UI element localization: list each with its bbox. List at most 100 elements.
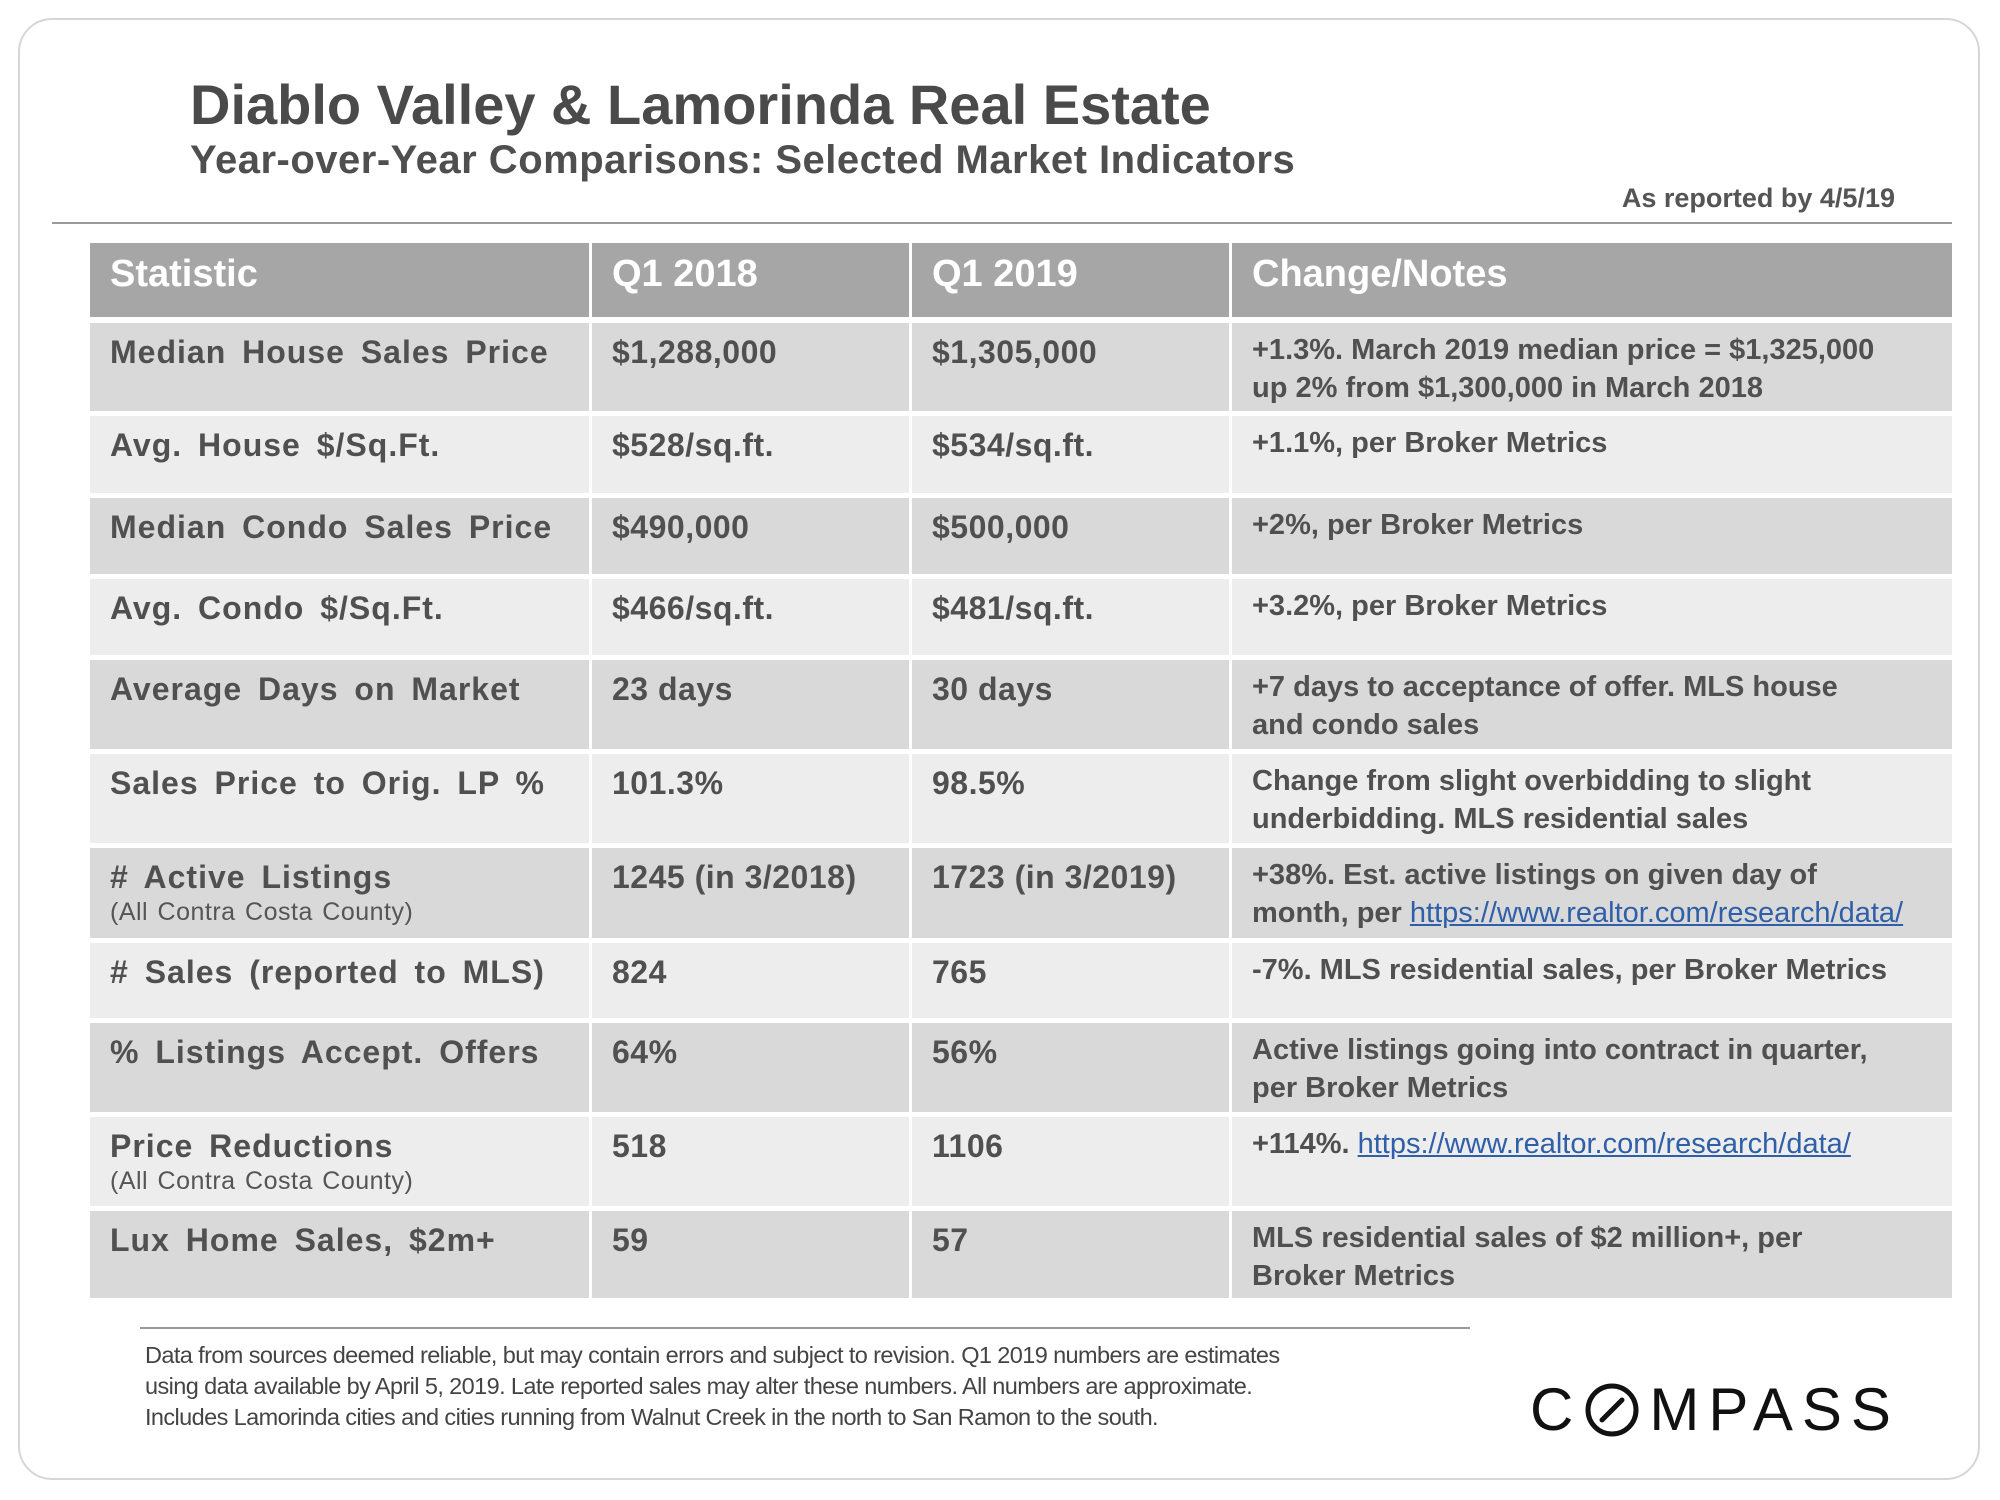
stat-label: Lux Home Sales, $2m+ bbox=[90, 1211, 592, 1303]
value-q1-2018: $1,288,000 bbox=[592, 323, 912, 416]
notes-line: +1.1%, per Broker Metrics bbox=[1252, 427, 1608, 459]
stat-label: # Active Listings (All Contra Costa Coun… bbox=[90, 848, 592, 943]
value-q1-2018: $528/sq.ft. bbox=[592, 416, 912, 498]
col-header-q1-2018: Q1 2018 bbox=[592, 243, 912, 323]
disclaimer-line: Includes Lamorinda cities and cities run… bbox=[145, 1404, 1159, 1430]
table-row: Median House Sales Price $1,288,000 $1,3… bbox=[90, 323, 1952, 416]
report-date: As reported by 4/5/19 bbox=[1621, 183, 1895, 213]
page-subtitle: Year-over-Year Comparisons: Selected Mar… bbox=[190, 138, 1296, 182]
disclaimer-line: using data available by April 5, 2019. L… bbox=[145, 1373, 1253, 1399]
notes-line: MLS residential sales of $2 million+, pe… bbox=[1252, 1222, 1803, 1254]
stat-label: Sales Price to Orig. LP % bbox=[90, 754, 592, 848]
table-row: Average Days on Market 23 days 30 days +… bbox=[90, 660, 1952, 754]
notes-line: +38%. Est. active listings on given day … bbox=[1252, 859, 1817, 891]
notes-cell: Change from slight overbidding to slight… bbox=[1232, 754, 1952, 848]
notes-line: up 2% from $1,300,000 in March 2018 bbox=[1252, 372, 1763, 404]
notes-line: underbidding. MLS residential sales bbox=[1252, 803, 1749, 835]
notes-cell: +114%. https://www.realtor.com/research/… bbox=[1232, 1117, 1952, 1211]
bottom-divider bbox=[140, 1327, 1470, 1329]
disclaimer-line: Data from sources deemed reliable, but m… bbox=[145, 1342, 1280, 1368]
notes-line: month, per https://www.realtor.com/resea… bbox=[1252, 894, 1932, 932]
notes-text: +114%. bbox=[1252, 1128, 1358, 1160]
stat-label: Avg. Condo $/Sq.Ft. bbox=[90, 579, 592, 660]
notes-line: +7 days to acceptance of offer. MLS hous… bbox=[1252, 671, 1838, 703]
table-row: # Sales (reported to MLS) 824 765 -7%. M… bbox=[90, 943, 1952, 1023]
value-q1-2019: 98.5% bbox=[912, 754, 1232, 848]
stat-label: Median Condo Sales Price bbox=[90, 498, 592, 579]
stat-label-main: # Active Listings bbox=[110, 859, 393, 895]
stat-label: Avg. House $/Sq.Ft. bbox=[90, 416, 592, 498]
value-q1-2018: 101.3% bbox=[592, 754, 912, 848]
col-header-q1-2019: Q1 2019 bbox=[912, 243, 1232, 323]
notes-line: Active listings going into contract in q… bbox=[1252, 1034, 1868, 1066]
value-q1-2018: 64% bbox=[592, 1023, 912, 1117]
stat-label: Median House Sales Price bbox=[90, 323, 592, 416]
table-row: # Active Listings (All Contra Costa Coun… bbox=[90, 848, 1952, 943]
value-q1-2019: 56% bbox=[912, 1023, 1232, 1117]
notes-line: Change from slight overbidding to slight bbox=[1252, 765, 1812, 797]
table-row: Avg. Condo $/Sq.Ft. $466/sq.ft. $481/sq.… bbox=[90, 579, 1952, 660]
top-divider bbox=[52, 222, 1952, 224]
logo-letters-mpass: MPASS bbox=[1649, 1376, 1900, 1443]
table-row: Sales Price to Orig. LP % 101.3% 98.5% C… bbox=[90, 754, 1952, 848]
value-q1-2018: 23 days bbox=[592, 660, 912, 754]
value-q1-2019: 1723 (in 3/2019) bbox=[912, 848, 1232, 943]
value-q1-2018: 824 bbox=[592, 943, 912, 1023]
value-q1-2019: 30 days bbox=[912, 660, 1232, 754]
notes-line: and condo sales bbox=[1252, 709, 1480, 741]
value-q1-2019: 765 bbox=[912, 943, 1232, 1023]
value-q1-2019: $500,000 bbox=[912, 498, 1232, 579]
notes-line: per Broker Metrics bbox=[1252, 1072, 1509, 1104]
notes-line: -7%. MLS residential sales, per Broker M… bbox=[1252, 954, 1888, 986]
value-q1-2018: 518 bbox=[592, 1117, 912, 1211]
col-header-statistic: Statistic bbox=[90, 243, 592, 323]
realtor-research-link[interactable]: https://www.realtor.com/research/data/ bbox=[1357, 1128, 1851, 1160]
value-q1-2018: $466/sq.ft. bbox=[592, 579, 912, 660]
stat-label-sub: (All Contra Costa County) bbox=[110, 898, 414, 926]
notes-cell: +7 days to acceptance of offer. MLS hous… bbox=[1232, 660, 1952, 754]
notes-line: +3.2%, per Broker Metrics bbox=[1252, 590, 1608, 622]
notes-cell: MLS residential sales of $2 million+, pe… bbox=[1232, 1211, 1952, 1303]
notes-cell: +1.1%, per Broker Metrics bbox=[1232, 416, 1952, 498]
logo-letter-c: C bbox=[1530, 1376, 1583, 1443]
stat-label: Average Days on Market bbox=[90, 660, 592, 754]
disclaimer: Data from sources deemed reliable, but m… bbox=[145, 1340, 1475, 1433]
table-row: Lux Home Sales, $2m+ 59 57 MLS residenti… bbox=[90, 1211, 1952, 1303]
notes-line: +114%. https://www.realtor.com/research/… bbox=[1252, 1125, 1932, 1163]
notes-cell: +3.2%, per Broker Metrics bbox=[1232, 579, 1952, 660]
table-row: % Listings Accept. Offers 64% 56% Active… bbox=[90, 1023, 1952, 1117]
value-q1-2019: $481/sq.ft. bbox=[912, 579, 1232, 660]
compass-o-icon bbox=[1585, 1383, 1639, 1437]
value-q1-2018: 59 bbox=[592, 1211, 912, 1303]
table-header-row: Statistic Q1 2018 Q1 2019 Change/Notes bbox=[90, 243, 1952, 323]
value-q1-2018: $490,000 bbox=[592, 498, 912, 579]
stat-label: Price Reductions (All Contra Costa Count… bbox=[90, 1117, 592, 1211]
value-q1-2019: $534/sq.ft. bbox=[912, 416, 1232, 498]
stat-label-sub: (All Contra Costa County) bbox=[110, 1167, 414, 1195]
compass-logo: C MPASS bbox=[1530, 1375, 1900, 1445]
value-q1-2019: $1,305,000 bbox=[912, 323, 1232, 416]
value-q1-2019: 57 bbox=[912, 1211, 1232, 1303]
stat-label-main: Price Reductions bbox=[110, 1128, 394, 1164]
value-q1-2018: 1245 (in 3/2018) bbox=[592, 848, 912, 943]
stat-label: % Listings Accept. Offers bbox=[90, 1023, 592, 1117]
notes-cell: +2%, per Broker Metrics bbox=[1232, 498, 1952, 579]
col-header-notes: Change/Notes bbox=[1232, 243, 1952, 323]
notes-cell: +38%. Est. active listings on given day … bbox=[1232, 848, 1952, 943]
notes-cell: Active listings going into contract in q… bbox=[1232, 1023, 1952, 1117]
table-row: Median Condo Sales Price $490,000 $500,0… bbox=[90, 498, 1952, 579]
notes-line: +1.3%. March 2019 median price = $1,325,… bbox=[1252, 334, 1875, 366]
notes-text: month, per bbox=[1252, 897, 1410, 929]
notes-line: Broker Metrics bbox=[1252, 1260, 1456, 1292]
notes-cell: -7%. MLS residential sales, per Broker M… bbox=[1232, 943, 1952, 1023]
slide-frame bbox=[18, 18, 1980, 1480]
stat-label: # Sales (reported to MLS) bbox=[90, 943, 592, 1023]
realtor-research-link[interactable]: https://www.realtor.com/research/data/ bbox=[1409, 897, 1904, 929]
value-q1-2019: 1106 bbox=[912, 1117, 1232, 1211]
notes-cell: +1.3%. March 2019 median price = $1,325,… bbox=[1232, 323, 1952, 416]
page-title: Diablo Valley & Lamorinda Real Estate bbox=[190, 73, 1211, 136]
table-row: Price Reductions (All Contra Costa Count… bbox=[90, 1117, 1952, 1211]
notes-line: +2%, per Broker Metrics bbox=[1252, 509, 1584, 541]
table-row: Avg. House $/Sq.Ft. $528/sq.ft. $534/sq.… bbox=[90, 416, 1952, 498]
indicators-table: Statistic Q1 2018 Q1 2019 Change/Notes M… bbox=[90, 243, 1952, 1303]
